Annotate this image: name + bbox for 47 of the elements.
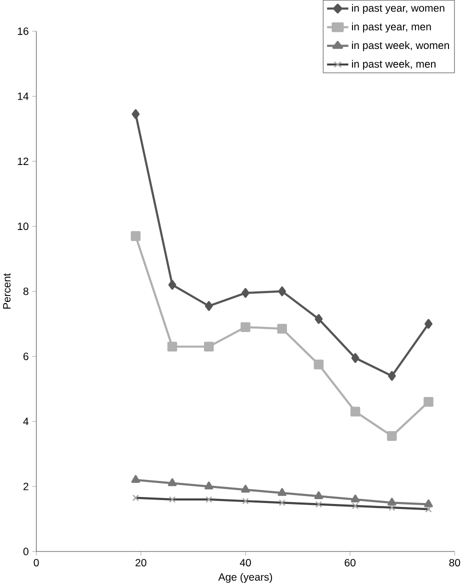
point — [205, 301, 213, 311]
x-tick-label: 80 — [449, 558, 460, 566]
x-tick-label: 60 — [344, 558, 356, 566]
point — [132, 109, 140, 120]
y-tick-label: 10 — [18, 222, 29, 230]
point — [388, 498, 396, 506]
x-tick-label: 40 — [240, 558, 252, 566]
legend-label: in past week, men — [352, 60, 436, 70]
x-tick-label: 20 — [136, 558, 146, 566]
y-tick-label: 4 — [23, 418, 29, 426]
point — [130, 231, 141, 241]
point — [277, 324, 288, 334]
point — [168, 342, 178, 352]
point — [424, 397, 434, 407]
point — [314, 491, 324, 500]
legend-label: in past year, women — [352, 4, 444, 14]
point — [131, 475, 140, 483]
point — [350, 406, 360, 417]
point — [388, 371, 396, 381]
y-tick-label: 16 — [18, 27, 29, 35]
x-tick-label: 0 — [34, 558, 39, 566]
point — [240, 322, 251, 332]
legend-label: in past year, men — [352, 22, 431, 32]
y-tick-label: 0 — [24, 548, 29, 556]
y-tick-label: 8 — [24, 288, 29, 296]
point — [168, 478, 177, 486]
point — [424, 499, 434, 508]
point — [242, 288, 250, 298]
point — [352, 353, 360, 363]
point — [278, 286, 286, 296]
y-axis-title: Percent — [3, 273, 11, 309]
point — [278, 488, 287, 496]
point — [314, 360, 324, 370]
y-tick-label: 12 — [18, 158, 28, 165]
point — [204, 342, 214, 352]
point — [314, 314, 323, 324]
y-tick-label: 14 — [18, 92, 29, 100]
y-tick-label: 6 — [24, 352, 29, 360]
point — [424, 318, 433, 329]
x-axis-title: Age (years) — [218, 572, 272, 583]
point — [204, 482, 214, 490]
point — [351, 494, 360, 502]
point — [241, 484, 250, 493]
point — [168, 280, 176, 290]
legend-label: in past week, women — [352, 41, 450, 52]
y-tick-label: 2 — [24, 482, 28, 490]
point — [387, 431, 397, 441]
